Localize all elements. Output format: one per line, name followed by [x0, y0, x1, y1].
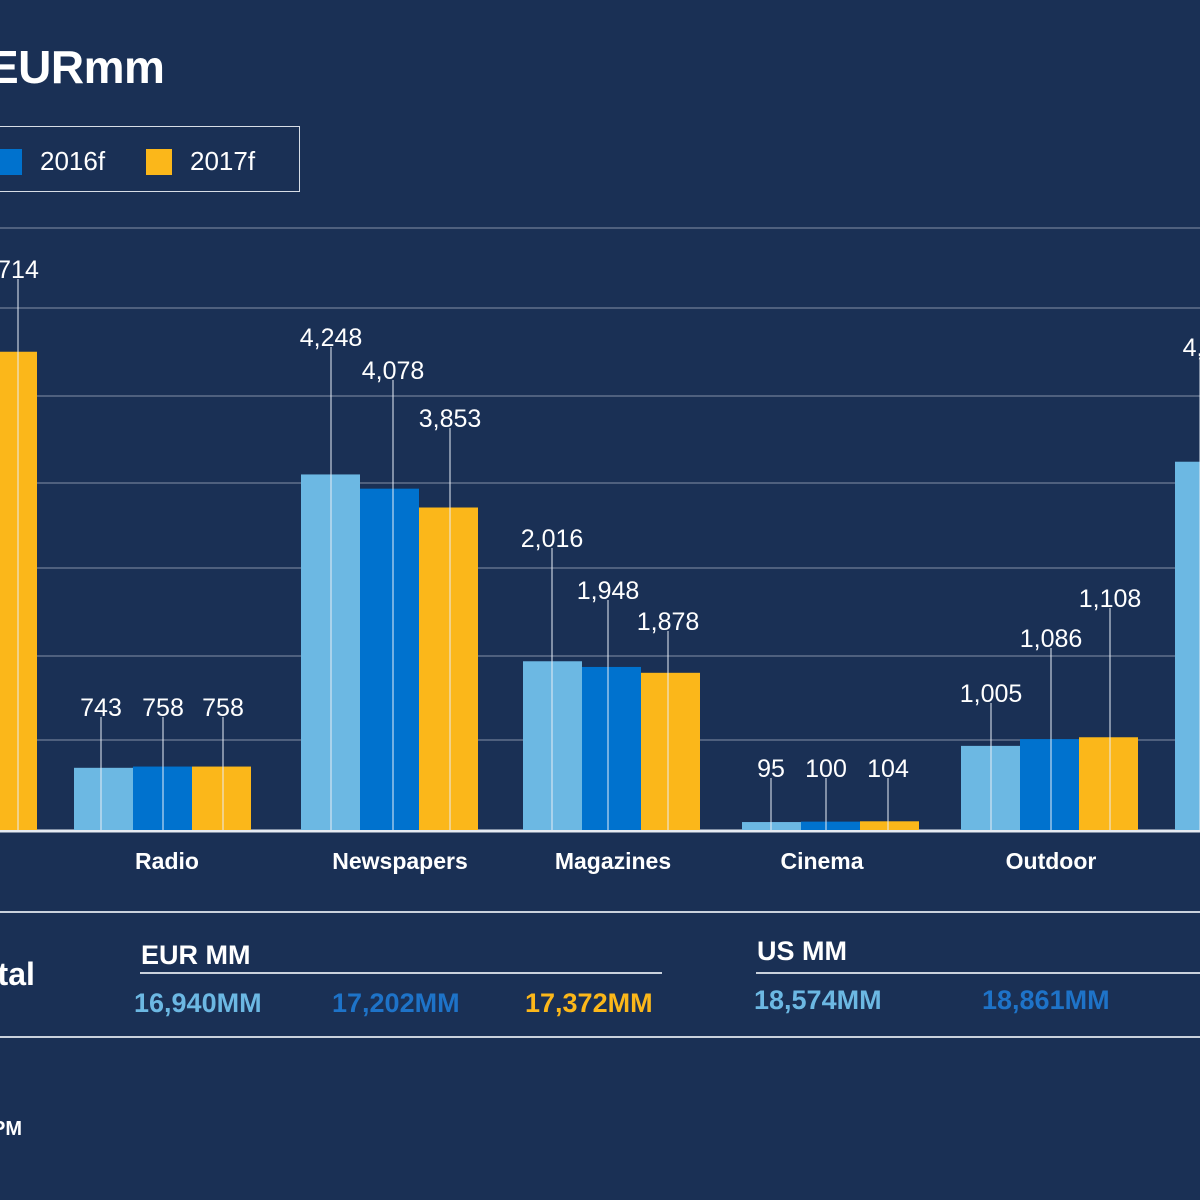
bar-label-s2-c4: 104 [867, 755, 909, 783]
bar-s1-c2 [360, 488, 419, 830]
bar-label-s0-c1: 743 [80, 694, 122, 722]
legend-label-2017f: 2017f [190, 146, 256, 176]
bar-label-s0-c5: 1,005 [960, 680, 1023, 708]
bar-label-s2-c1: 758 [202, 694, 244, 722]
usd-group-rule [756, 972, 1200, 974]
category-label-2: Newspapers [332, 848, 468, 874]
totals-bottom-rule [0, 1036, 1200, 1038]
eur-group-rule [140, 972, 662, 974]
usd-group-heading: US MM [757, 936, 847, 966]
bar-label-s0-c4: 95 [757, 755, 785, 783]
totals-label: otal [0, 956, 35, 992]
bar-label-s2-c3: 1,878 [637, 608, 700, 636]
bar-label-s2-c5: 1,108 [1079, 585, 1142, 613]
footnote: PM [0, 1118, 22, 1140]
chart-title: EURmm [0, 41, 165, 93]
category-label-1: Radio [135, 848, 199, 874]
legend-label-2016f: 2016f [40, 146, 106, 176]
bar-chart: 743 4,248 2,016 95 1,005 4,4 758 4,078 1,948 100 1… [0, 227, 1200, 874]
bar-s1-c4 [801, 821, 860, 830]
legend-swatch-2017f [146, 148, 172, 175]
totals-top-rule [0, 911, 1200, 913]
bar-label-s0-c3: 2,016 [521, 525, 584, 553]
bar-label-s0-c2: 4,248 [300, 324, 363, 352]
bar-label-s1-c2: 4,078 [362, 357, 425, 385]
category-label-3: Magazines [555, 848, 671, 874]
bar-label-s1-c1: 758 [142, 694, 184, 722]
bar-label-s1-c5: 1,086 [1020, 625, 1083, 653]
category-label-5: Outdoor [1006, 848, 1097, 874]
bar-s2-c5 [1079, 737, 1138, 830]
bar-s2-c4 [860, 821, 919, 830]
bar-label-s0-c6: 4,4 [1183, 334, 1200, 362]
bar-s1-c3 [582, 666, 641, 830]
eur-group-heading: EUR MM [141, 940, 251, 970]
bar-s2-c3 [641, 672, 700, 830]
bar-label-s1-c4: 100 [805, 755, 847, 783]
bar-s2-c1 [192, 766, 251, 830]
eur-total-2017f: 17,372MM [525, 988, 653, 1018]
bar-label-s1-c3: 1,948 [577, 577, 640, 605]
legend-item-2016f: 2016f [0, 146, 105, 177]
bar-s0-c1 [74, 767, 133, 830]
eur-total-1: 16,940MM [134, 988, 262, 1018]
bar-s2-c2 [419, 507, 478, 830]
bar-s1-c5 [1020, 739, 1079, 830]
eur-total-2016f: 17,202MM [332, 988, 460, 1018]
category-label-4: Cinema [780, 848, 863, 874]
usd-total-2016f: 18,861MM [982, 985, 1110, 1015]
legend-swatch-2016f [0, 148, 22, 175]
legend-item-2017f: 2017f [146, 146, 255, 177]
bar-s0-c6 [1175, 461, 1200, 830]
bar-label-s2-c0: 714 [0, 256, 39, 284]
bar-label-s2-c2: 3,853 [419, 405, 482, 433]
usd-total-1: 18,574MM [754, 985, 882, 1015]
legend: 2016f 2017f [0, 126, 300, 192]
